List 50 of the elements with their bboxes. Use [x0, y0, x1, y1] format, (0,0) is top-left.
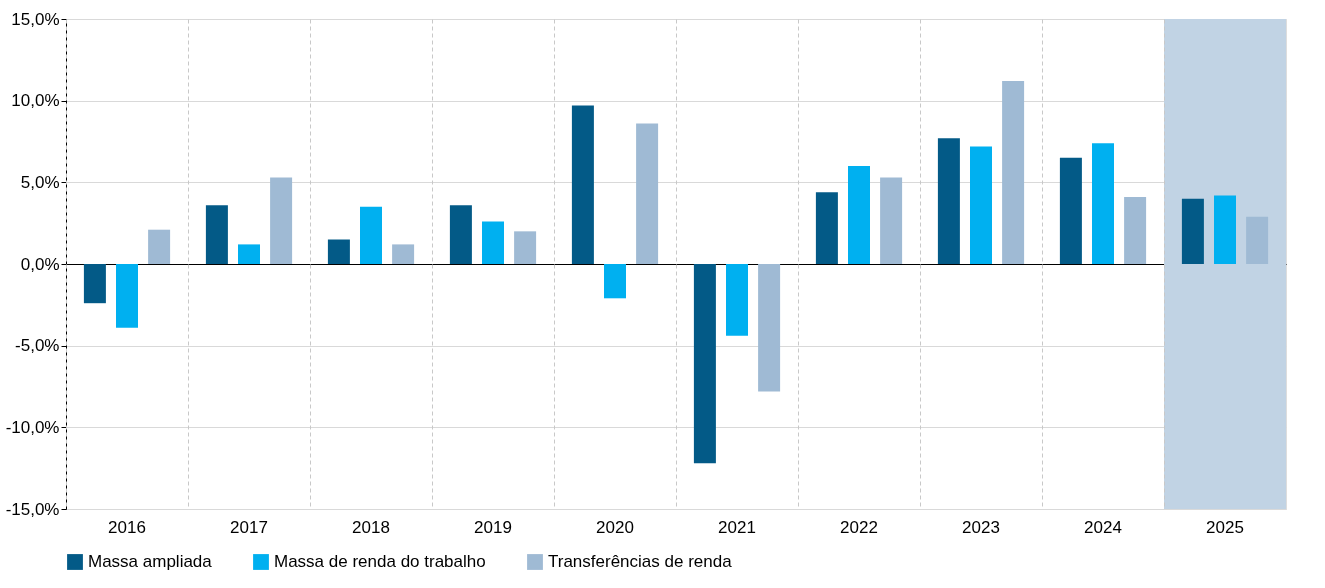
bar	[1092, 143, 1114, 264]
x-tick-label: 2016	[108, 517, 146, 537]
x-tick-label: 2024	[1084, 517, 1122, 537]
x-tick-label: 2025	[1206, 517, 1244, 537]
y-tick-label: 15,0%	[11, 9, 60, 29]
legend-label: Transferências de renda	[548, 552, 733, 571]
bar	[636, 123, 659, 264]
legend-label: Massa ampliada	[88, 552, 213, 571]
bar	[848, 166, 870, 264]
bar	[1059, 157, 1082, 264]
y-tick-label: 10,0%	[11, 91, 60, 111]
bar	[327, 239, 350, 264]
bar	[482, 221, 504, 264]
legend-label: Massa de renda do trabalho	[274, 552, 486, 571]
y-tick-label: -15,0%	[5, 499, 60, 519]
bar	[1214, 195, 1236, 264]
bar	[604, 264, 626, 299]
x-tick-label: 2021	[718, 517, 756, 537]
bar	[1181, 198, 1204, 264]
bar	[238, 244, 260, 264]
y-tick-label: -5,0%	[15, 336, 60, 356]
bar	[449, 205, 472, 264]
bar	[880, 177, 903, 264]
bar	[205, 205, 228, 264]
bar	[83, 264, 106, 304]
bar	[514, 231, 537, 264]
bar	[270, 177, 293, 264]
bar	[148, 229, 171, 264]
bar	[392, 244, 415, 264]
bar	[116, 264, 138, 328]
bar	[571, 105, 594, 264]
bar	[726, 264, 748, 336]
bar	[1002, 81, 1025, 264]
y-tick-label: 0,0%	[20, 254, 60, 274]
bar	[758, 264, 781, 392]
bar	[1124, 197, 1147, 264]
y-tick-label: 5,0%	[20, 172, 60, 192]
y-tick-label: -10,0%	[5, 417, 60, 437]
bar	[360, 206, 382, 264]
x-tick-label: 2022	[840, 517, 878, 537]
x-tick-label: 2020	[596, 517, 634, 537]
bar	[937, 138, 960, 264]
bar	[1246, 216, 1269, 264]
x-tick-label: 2019	[474, 517, 512, 537]
bar	[815, 192, 838, 264]
x-tick-label: 2018	[352, 517, 390, 537]
x-tick-label: 2023	[962, 517, 1000, 537]
bar	[970, 146, 992, 264]
x-tick-label: 2017	[230, 517, 268, 537]
bar	[693, 264, 716, 464]
